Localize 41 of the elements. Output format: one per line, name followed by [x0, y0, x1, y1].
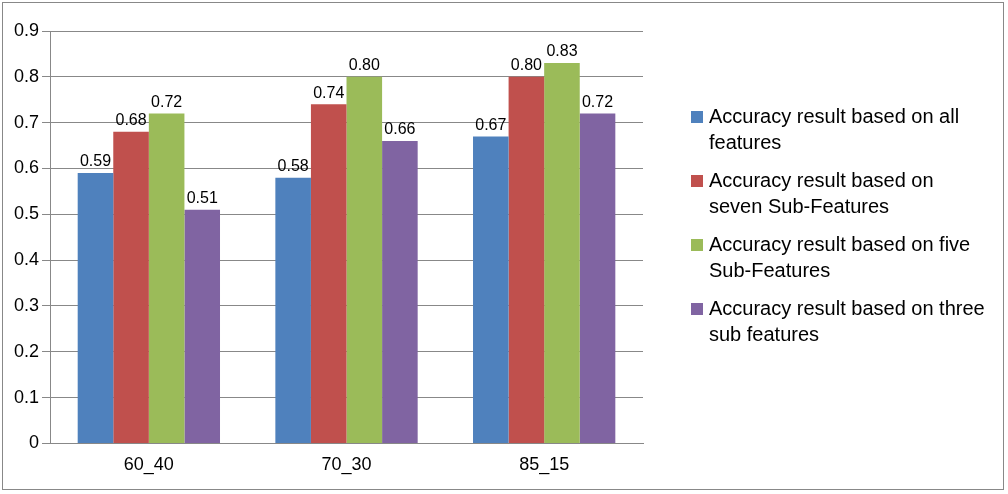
data-label: 0.68	[115, 111, 147, 129]
bar	[382, 140, 418, 443]
bar	[508, 76, 545, 443]
legend-label: Accuracy result based on seven Sub-Features	[709, 168, 935, 219]
data-label: 0.80	[348, 56, 380, 74]
y-tick-label: 0	[29, 432, 40, 453]
bar	[77, 173, 114, 443]
bar	[184, 209, 221, 443]
data-label: 0.80	[510, 56, 543, 74]
bar	[473, 136, 509, 443]
bar	[148, 113, 185, 443]
bar	[346, 76, 383, 443]
x-tick-label: 85_15	[519, 454, 570, 476]
bar	[544, 63, 580, 443]
data-label: 0.67	[475, 115, 507, 133]
y-tick-label: 0.4	[13, 249, 40, 270]
data-label: 0.72	[151, 92, 183, 110]
data-label: 0.58	[277, 157, 309, 175]
bar	[310, 104, 347, 443]
legend-label: Accuracy result based on three sub features	[709, 296, 986, 347]
y-tick-label: 0.9	[13, 19, 40, 40]
bar	[113, 131, 149, 443]
legend-label: Accuracy result based on all features	[709, 104, 961, 155]
legend-label: Accuracy result based on five Sub-Features	[709, 232, 972, 283]
y-tick-label: 0.3	[13, 294, 40, 315]
data-label: 0.83	[546, 42, 578, 60]
y-tick-label: 0.8	[13, 65, 40, 86]
data-label: 0.66	[384, 120, 416, 138]
data-label: 0.72	[581, 92, 614, 110]
bar	[275, 177, 311, 443]
y-tick-label: 0.7	[13, 111, 40, 132]
x-tick-label: 70_30	[321, 454, 372, 476]
y-tick-label: 0.5	[13, 203, 40, 224]
data-label: 0.51	[186, 189, 218, 207]
y-tick-label: 0.1	[13, 386, 40, 407]
y-tick-label: 0.2	[13, 340, 40, 361]
data-label: 0.59	[79, 152, 112, 170]
x-tick-label: 60_40	[123, 454, 174, 476]
bar	[579, 113, 616, 443]
y-tick-label: 0.6	[13, 157, 40, 178]
data-label: 0.74	[313, 83, 345, 101]
